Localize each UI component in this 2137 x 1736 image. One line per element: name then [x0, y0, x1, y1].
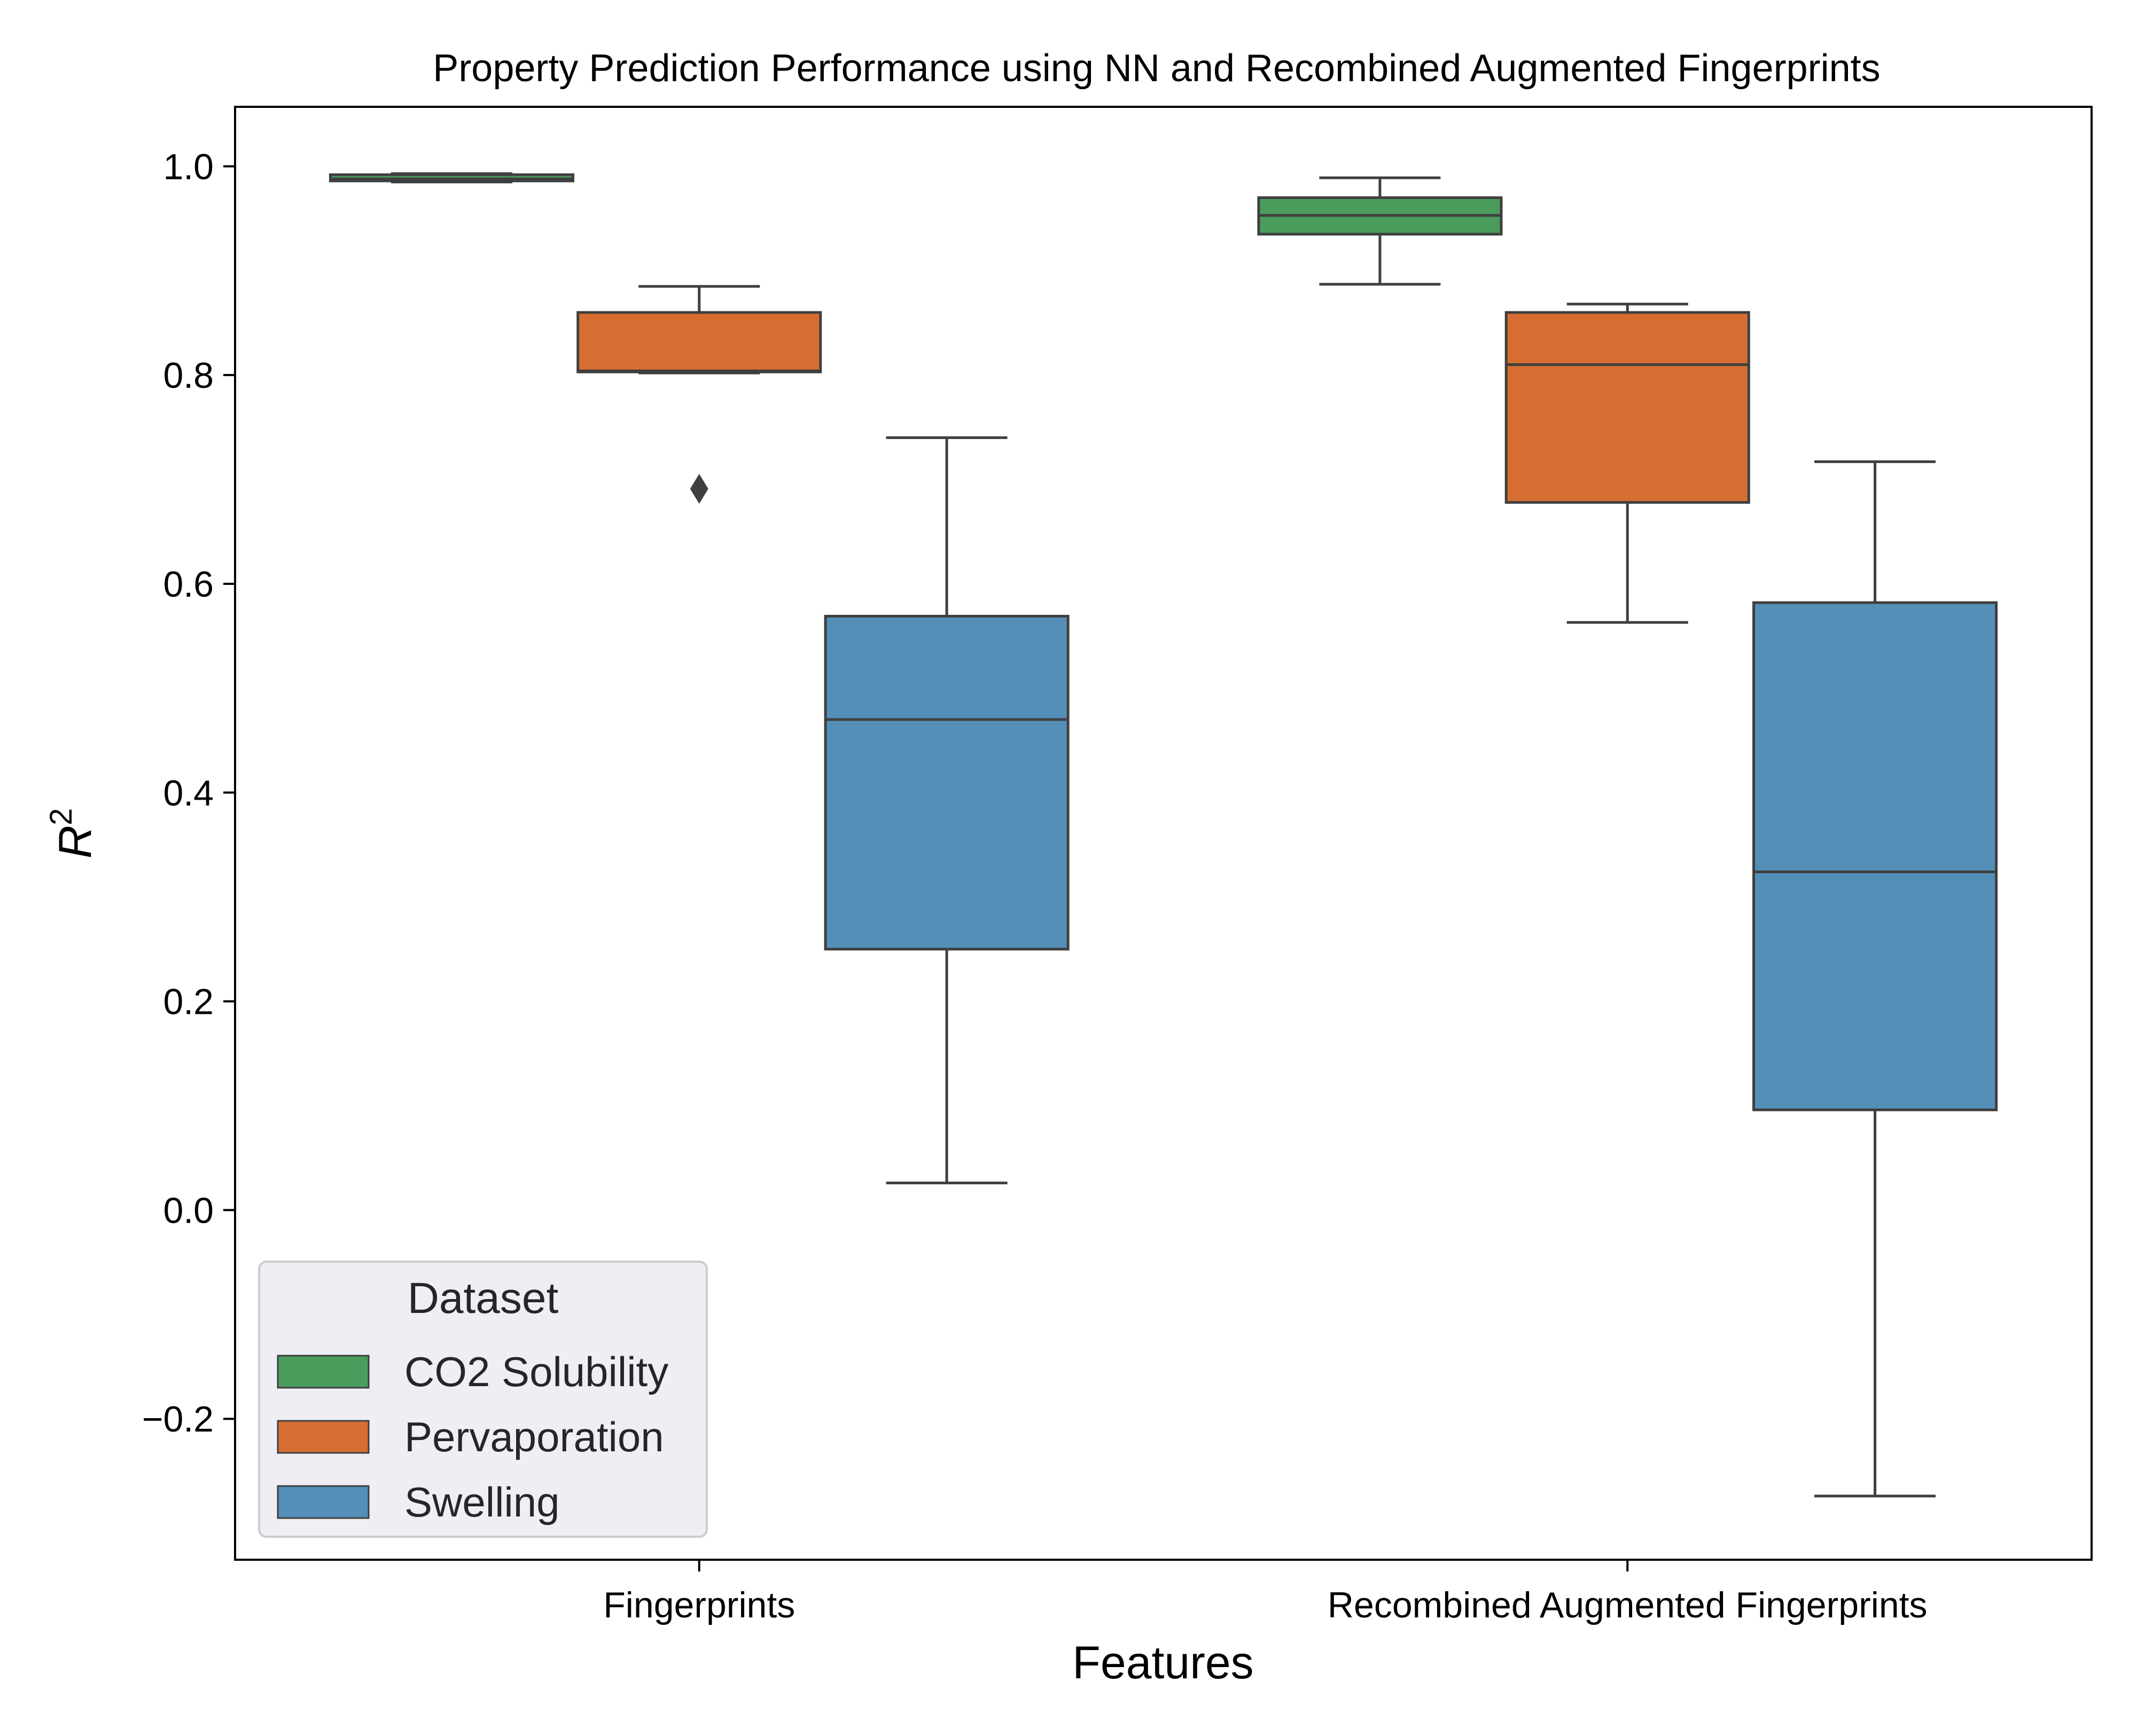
box-body — [1752, 601, 1998, 1112]
chart-title: Property Prediction Performance using NN… — [433, 47, 1880, 90]
boxes-layer — [329, 172, 1998, 1498]
y-tick-label: 0.8 — [163, 355, 214, 396]
legend-frame — [258, 1261, 708, 1538]
y-axis-label: R2 — [44, 808, 101, 858]
box-pervaporation-1 — [1504, 302, 1750, 624]
legend: Dataset CO2 Solubility Pervaporation Swell… — [258, 1261, 708, 1538]
y-tick-label: −0.2 — [142, 1399, 214, 1440]
legend-label: Swelling — [404, 1479, 559, 1526]
x-tick-label: Fingerprints — [603, 1585, 795, 1625]
outlier-point — [690, 474, 708, 504]
box-co2-solubility-0 — [329, 172, 574, 184]
x-tick-label: Recombined Augmented Fingerprints — [1328, 1585, 1928, 1625]
box-co2-solubility-1 — [1257, 176, 1503, 286]
box-body — [576, 311, 822, 373]
legend-title: Dataset — [408, 1274, 559, 1323]
box-swelling-1 — [1752, 460, 1998, 1498]
box-body — [824, 615, 1070, 951]
y-axis-label-symbol: R — [50, 825, 101, 858]
y-tick-label: 0.4 — [163, 773, 214, 814]
legend-entries: CO2 Solubility Pervaporation Swelling — [277, 1348, 668, 1526]
legend-label: CO2 Solubility — [404, 1348, 668, 1395]
y-axis-label-superscript: 2 — [44, 808, 79, 825]
box-pervaporation-0 — [576, 285, 822, 504]
x-axis: Fingerprints Recombined Augmented Fingerp… — [603, 1560, 1928, 1625]
legend-swatch — [277, 1355, 370, 1389]
box-body — [1504, 311, 1750, 504]
legend-swatch — [277, 1485, 370, 1519]
box-swelling-0 — [824, 436, 1070, 1185]
x-axis-label: Features — [1072, 1637, 1253, 1688]
legend-label: Pervaporation — [404, 1413, 664, 1460]
y-tick-label: 0.2 — [163, 982, 214, 1022]
y-tick-label: 0.6 — [163, 564, 214, 605]
y-tick-label: 1.0 — [163, 146, 214, 187]
y-tick-label: 0.0 — [163, 1190, 214, 1231]
y-axis: −0.2 0.0 0.2 0.4 0.6 0.8 1.0 — [142, 146, 235, 1440]
legend-swatch — [277, 1420, 370, 1454]
